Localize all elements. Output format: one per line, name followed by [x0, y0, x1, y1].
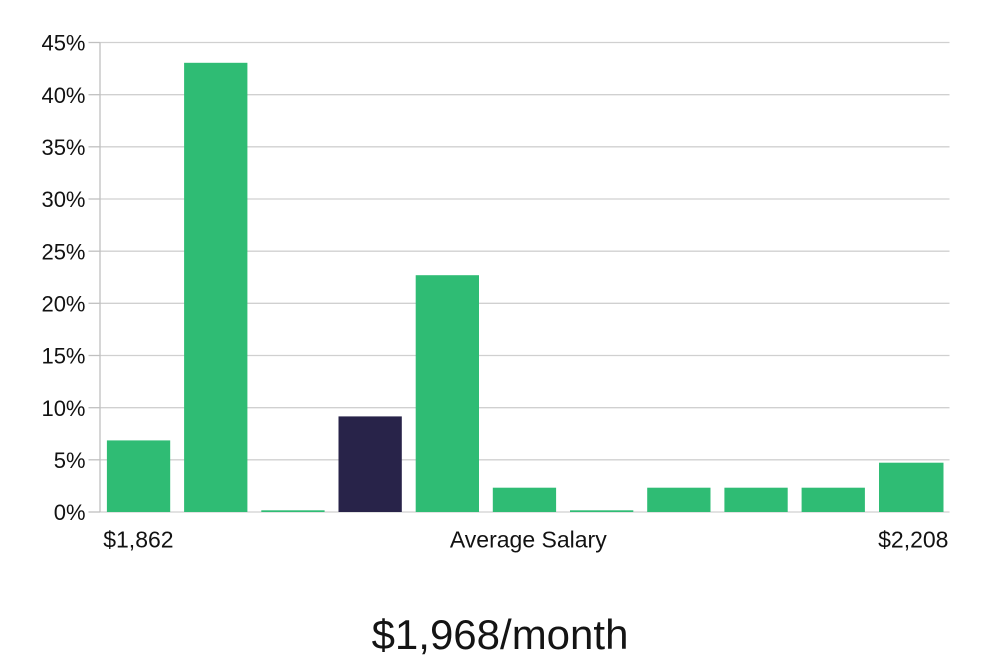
svg-text:45%: 45% — [41, 31, 85, 56]
svg-text:30%: 30% — [41, 187, 85, 212]
svg-text:0%: 0% — [54, 500, 86, 525]
svg-text:10%: 10% — [41, 396, 85, 421]
svg-text:$1,862: $1,862 — [103, 526, 173, 552]
svg-text:Average Salary: Average Salary — [450, 526, 607, 552]
svg-text:25%: 25% — [41, 239, 85, 264]
svg-text:35%: 35% — [41, 135, 85, 160]
svg-text:5%: 5% — [54, 448, 86, 473]
svg-text:15%: 15% — [41, 344, 85, 369]
svg-text:$2,208: $2,208 — [878, 526, 948, 552]
svg-text:40%: 40% — [41, 83, 85, 108]
svg-text:$1,968/month: $1,968/month — [372, 611, 629, 658]
svg-text:20%: 20% — [41, 292, 85, 317]
